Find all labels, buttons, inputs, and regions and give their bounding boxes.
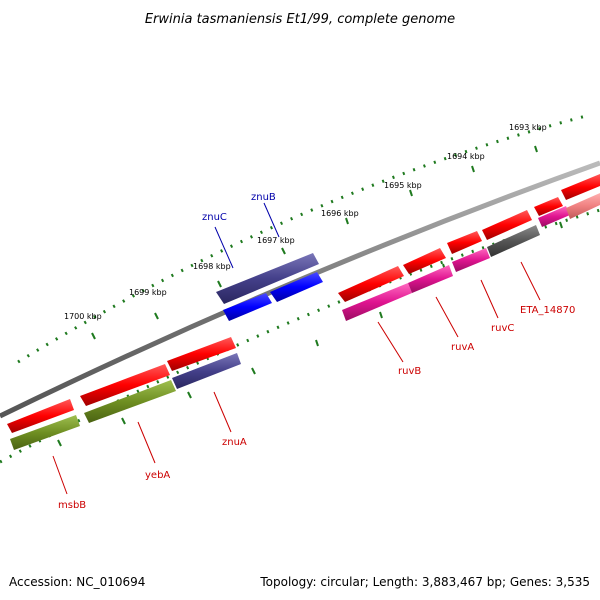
- tick-label-1693: 1693 kbp: [509, 123, 547, 132]
- label-msbB: msbB: [58, 500, 86, 511]
- tick-label-1699: 1699 kbp: [129, 288, 167, 297]
- gene-cds-znuA: [167, 337, 236, 371]
- gene-cds-yebA: [80, 364, 170, 406]
- gene-cds-ruvB: [338, 266, 404, 302]
- label-yebA: yebA: [145, 470, 170, 481]
- gene-ruvA: [408, 265, 453, 293]
- outer-tick-ring: [17, 113, 591, 364]
- gene-pink: [566, 193, 600, 219]
- genome-summary-text: Topology: circular; Length: 3,883,467 bp…: [259, 575, 590, 589]
- gene-cds-b: [561, 174, 600, 200]
- gene-blue-forward: [270, 272, 323, 302]
- gene-ruvB: [342, 283, 412, 321]
- gene-cds-a: [534, 197, 563, 216]
- label-znuA: znuA: [222, 437, 247, 448]
- gene-cds-ruvA: [403, 248, 446, 274]
- tick-label-1697: 1697 kbp: [257, 236, 295, 245]
- label-ruvC: ruvC: [491, 323, 514, 334]
- label-lines: [52, 202, 541, 495]
- tick-label-1698: 1698 kbp: [193, 262, 231, 271]
- gene-cds-ETA: [482, 210, 532, 240]
- gene-ETA_14870: [487, 225, 540, 257]
- tick-label-1694: 1694 kbp: [447, 152, 485, 161]
- accession-text: Accession: NC_010694: [9, 575, 145, 589]
- tick-label-1696: 1696 kbp: [321, 209, 359, 218]
- gene-magenta-small: [538, 206, 570, 227]
- label-ruvB: ruvB: [398, 366, 421, 377]
- label-znuC: znuC: [202, 212, 227, 223]
- tick-label-1700: 1700 kbp: [64, 312, 102, 321]
- label-znuB: znuB: [251, 192, 276, 203]
- gene-znuA: [172, 353, 241, 389]
- gene-cds-msbB: [7, 399, 74, 433]
- tick-label-1695: 1695 kbp: [384, 181, 422, 190]
- gene-yebA: [84, 380, 176, 423]
- major-ticks-outer: [91, 145, 538, 340]
- label-ruvA: ruvA: [451, 342, 474, 353]
- label-ETA_14870: ETA_14870: [520, 305, 575, 316]
- gene-znuB: [216, 253, 319, 304]
- gene-ruvC: [452, 248, 490, 272]
- gene-msbB: [10, 415, 80, 450]
- gene-cds-ruvC: [447, 231, 482, 254]
- gene-znuC-forward: [223, 293, 272, 321]
- map-title: Erwinia tasmaniensis Et1/99, complete ge…: [145, 12, 455, 27]
